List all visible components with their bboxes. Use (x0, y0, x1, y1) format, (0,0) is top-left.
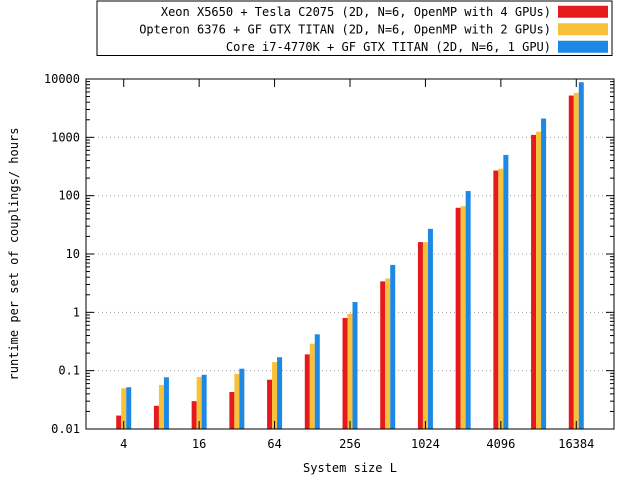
x-tick-label: 4096 (486, 437, 515, 451)
bar (568, 95, 574, 430)
bar (573, 92, 579, 429)
y-tick-label: 100 (58, 189, 80, 203)
bar (352, 302, 358, 429)
y-tick-label: 10 (66, 247, 80, 261)
legend-label: Opteron 6376 + GF GTX TITAN (2D, N=6, Op… (139, 22, 551, 36)
bar (342, 317, 348, 429)
bar (304, 354, 310, 429)
legend-swatch (558, 5, 608, 18)
x-tick-label: 1024 (411, 437, 440, 451)
bars (116, 82, 584, 430)
bar (578, 82, 584, 429)
bar (455, 207, 461, 429)
bar (229, 392, 235, 429)
y-tick-label: 0.01 (51, 422, 80, 436)
bar (417, 242, 423, 429)
bar (234, 373, 240, 429)
bar (427, 228, 433, 429)
bar (201, 374, 207, 429)
grid-lines (86, 136, 614, 372)
bar (498, 168, 504, 429)
bar (272, 362, 278, 429)
x-tick-label: 256 (339, 437, 361, 451)
bar (314, 334, 320, 429)
bar (531, 134, 537, 429)
bar (309, 343, 315, 429)
bar (153, 405, 159, 429)
bar (347, 313, 353, 429)
legend-label: Core i7-4770K + GF GTX TITAN (2D, N=6, 1… (226, 40, 551, 54)
bar (536, 131, 542, 430)
bar (385, 278, 391, 429)
legend-box (96, 0, 613, 56)
x-tick-label: 4 (120, 437, 127, 451)
bar (460, 206, 466, 429)
x-tick-label: 64 (267, 437, 281, 451)
bar (541, 118, 547, 430)
bar (116, 415, 122, 429)
bar (493, 170, 499, 429)
x-axis-label: System size L (303, 461, 397, 475)
legend-swatch (558, 40, 608, 53)
legend-swatch (558, 23, 608, 36)
bar (163, 377, 169, 429)
bar (390, 264, 396, 429)
y-axis-label: runtime per set of couplings/ hours (7, 128, 21, 381)
axis-ticks: 0.01 0.1 1 10 100 1000 10000 4 16 64 256 1024 4096 16… (44, 72, 614, 451)
y-tick-label: 10000 (44, 72, 80, 86)
bar (465, 191, 471, 429)
y-tick-label: 1000 (51, 130, 80, 144)
bar (158, 384, 164, 429)
bar (191, 401, 197, 429)
bar (277, 357, 283, 429)
bar (126, 387, 132, 429)
bar (503, 154, 509, 429)
bar (267, 379, 273, 429)
y-tick-label: 1 (73, 305, 80, 319)
bar (422, 242, 428, 429)
x-tick-label: 16384 (558, 437, 594, 451)
bar (239, 368, 245, 429)
bar (196, 376, 202, 429)
y-tick-label: 0.1 (58, 364, 80, 378)
legend: Xeon X5650 + Tesla C2075 (2D, N=6, OpenM… (96, 0, 613, 56)
bar (121, 388, 127, 429)
bar (380, 281, 386, 429)
legend-label: Xeon X5650 + Tesla C2075 (2D, N=6, OpenM… (161, 5, 551, 19)
x-tick-label: 16 (192, 437, 206, 451)
